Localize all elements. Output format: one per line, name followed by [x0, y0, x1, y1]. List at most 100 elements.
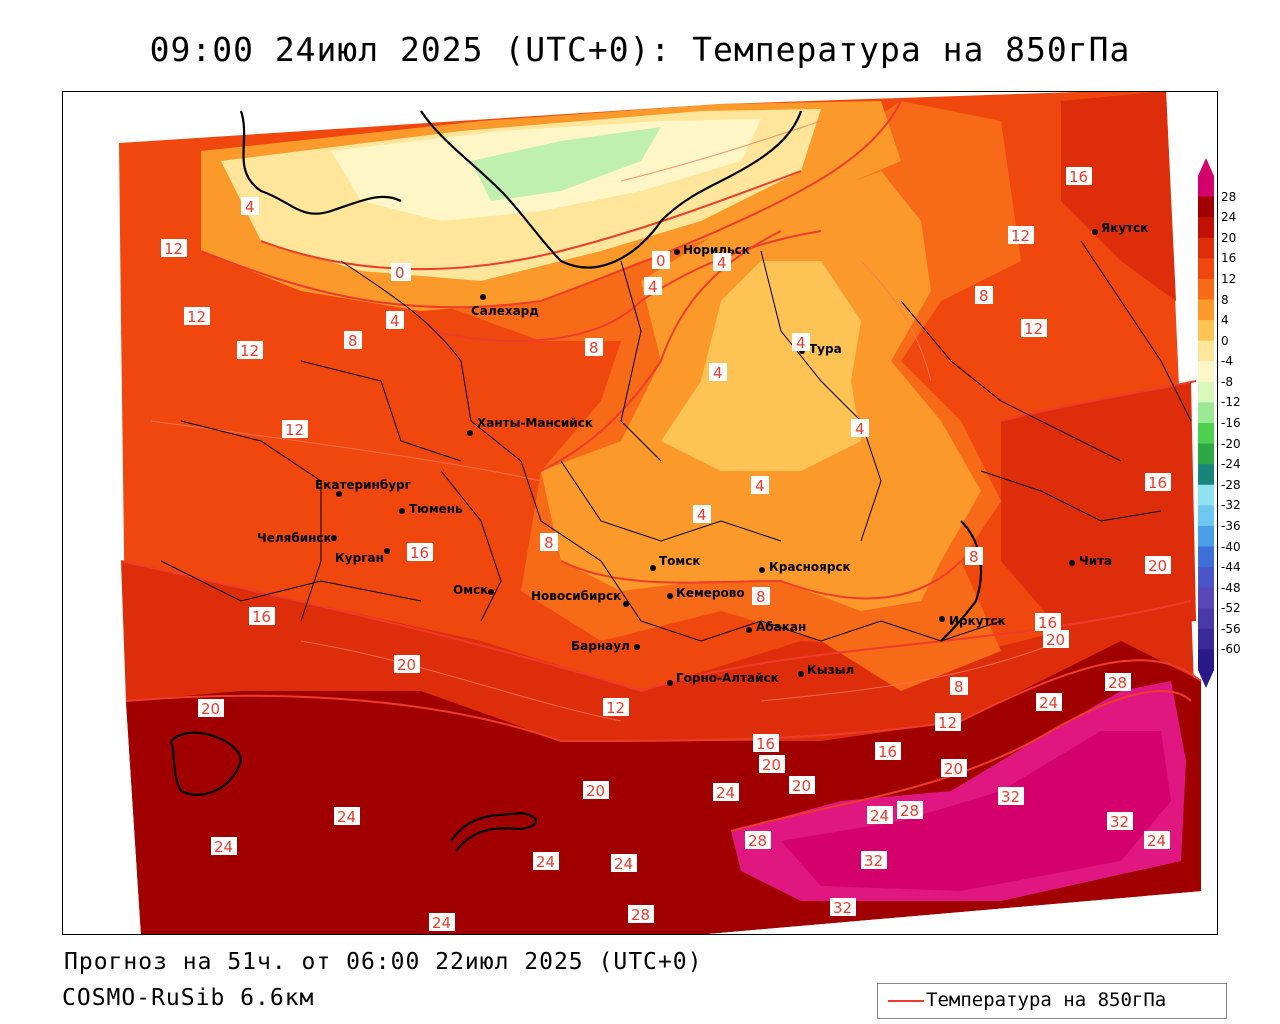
svg-text:0: 0: [656, 252, 666, 270]
svg-text:8: 8: [544, 534, 554, 552]
iso-label: 8: [965, 547, 983, 566]
iso-label: 24: [211, 837, 237, 856]
svg-text:Омск: Омск: [453, 583, 488, 597]
color-scale-tick-label: 0: [1221, 333, 1229, 348]
iso-label: 8: [585, 338, 603, 357]
city-salekhard: Салехард: [471, 294, 539, 318]
svg-text:16: 16: [410, 544, 429, 562]
iso-label: 32: [1107, 812, 1133, 831]
color-scale-swatch: [1198, 299, 1214, 321]
zone-16-southeast: [1001, 381, 1196, 631]
color-scale-tick-label: 8: [1221, 292, 1229, 307]
color-scale-tick-label: 12: [1221, 271, 1237, 286]
color-scale-tick-label: -40: [1221, 539, 1241, 554]
city-barnaul: Барнаул: [571, 639, 640, 653]
legend: Температура на 850гПа: [877, 983, 1227, 1019]
iso-label: 16: [249, 607, 275, 626]
city-novosibirsk: Новосибирск: [531, 589, 629, 607]
svg-text:24: 24: [870, 807, 889, 825]
iso-label: 20: [394, 655, 420, 674]
iso-label: 8: [950, 677, 968, 696]
svg-text:4: 4: [648, 278, 658, 296]
iso-label: 24: [533, 852, 559, 871]
svg-text:16: 16: [1038, 614, 1057, 632]
svg-text:4: 4: [755, 477, 765, 495]
svg-text:24: 24: [1039, 694, 1058, 712]
svg-text:4: 4: [717, 254, 727, 272]
svg-text:Абакан: Абакан: [756, 620, 806, 634]
color-scale-swatch: [1198, 628, 1214, 650]
svg-text:4: 4: [713, 364, 723, 382]
svg-text:12: 12: [938, 714, 957, 732]
iso-label: 4: [241, 197, 259, 216]
city-chita: Чита: [1069, 554, 1112, 568]
forecast-info: Прогноз на 51ч. от 06:00 22июл 2025 (UTC…: [64, 949, 703, 975]
svg-text:Салехард: Салехард: [471, 304, 539, 318]
iso-label: 0: [652, 251, 670, 270]
city-khanty-mansiysk: Ханты-Мансийск: [467, 416, 593, 436]
svg-text:0: 0: [395, 264, 405, 282]
iso-label: 8: [344, 331, 362, 350]
svg-text:24: 24: [1147, 832, 1166, 850]
zone-16-east: [1061, 92, 1176, 301]
color-scale-swatch: [1198, 649, 1214, 671]
iso-label: 12: [184, 307, 210, 326]
model-info: COSMO-RuSib 6.6км: [62, 985, 315, 1011]
city-irkutsk: Иркутск: [939, 614, 1006, 628]
svg-text:4: 4: [855, 420, 865, 438]
color-scale-tick-label: -16: [1221, 416, 1241, 430]
city-chelyabinsk: Челябинск: [257, 531, 337, 545]
iso-label: 4: [709, 363, 727, 382]
svg-text:4: 4: [245, 198, 255, 216]
color-scale-tick-label: -4: [1221, 354, 1233, 369]
svg-text:12: 12: [606, 699, 625, 717]
color-scale-swatch: [1198, 423, 1214, 445]
iso-label: 8: [975, 286, 993, 305]
iso-label: 20: [583, 781, 609, 800]
svg-text:16: 16: [252, 608, 271, 626]
svg-text:28: 28: [631, 906, 650, 924]
iso-label: 32: [830, 898, 856, 917]
color-scale-bottom-arrow: [1198, 670, 1214, 688]
city-tyumen: Тюмень: [399, 502, 463, 516]
svg-text:24: 24: [536, 853, 555, 871]
map-area[interactable]: Норильск Якутск Салехард Тура Ханты-Манс…: [62, 91, 1218, 935]
color-scale-tick-label: -44: [1221, 560, 1241, 575]
city-omsk: Омск: [453, 583, 494, 597]
iso-label: 28: [897, 801, 923, 820]
city-tomsk: Томск: [650, 554, 701, 571]
svg-text:32: 32: [1110, 813, 1129, 831]
color-scale-tick-label: -32: [1221, 498, 1241, 513]
coastlines: [169, 110, 983, 852]
iso-label: 12: [1021, 319, 1047, 338]
city-markers: Норильск Якутск Салехард Тура Ханты-Манс…: [257, 221, 1148, 686]
color-scale-tick-label: 28: [1221, 189, 1237, 204]
svg-text:Екатеринбург: Екатеринбург: [315, 478, 411, 492]
svg-text:20: 20: [762, 756, 781, 774]
svg-text:Горно-Алтайск: Горно-Алтайск: [676, 671, 779, 685]
svg-text:32: 32: [864, 852, 883, 870]
color-scale-tick-label: -60: [1221, 642, 1241, 657]
color-scale-swatch: [1198, 217, 1214, 239]
svg-text:Кемерово: Кемерово: [676, 586, 745, 600]
svg-text:16: 16: [756, 735, 775, 753]
svg-text:8: 8: [969, 548, 979, 566]
legend-label: Температура на 850гПа: [926, 989, 1167, 1011]
svg-text:16: 16: [1148, 474, 1167, 492]
svg-text:8: 8: [979, 287, 989, 305]
color-scale-swatch: [1198, 587, 1214, 609]
svg-text:20: 20: [1046, 631, 1065, 649]
iso-label: 20: [1145, 556, 1171, 575]
city-krasnoyarsk: Красноярск: [759, 560, 851, 574]
iso-label: 24: [611, 854, 637, 873]
color-scale-swatch: [1198, 443, 1214, 465]
color-scale-tick-label: -24: [1221, 457, 1241, 472]
iso-label: 32: [861, 851, 887, 870]
svg-text:8: 8: [589, 339, 599, 357]
color-scale-top-arrow: [1198, 158, 1214, 176]
iso-label: 20: [941, 759, 967, 778]
svg-text:16: 16: [878, 743, 897, 761]
svg-text:12: 12: [1011, 227, 1030, 245]
svg-text:Иркутск: Иркутск: [949, 614, 1006, 628]
city-yekaterinburg: Екатеринбург: [315, 478, 411, 497]
